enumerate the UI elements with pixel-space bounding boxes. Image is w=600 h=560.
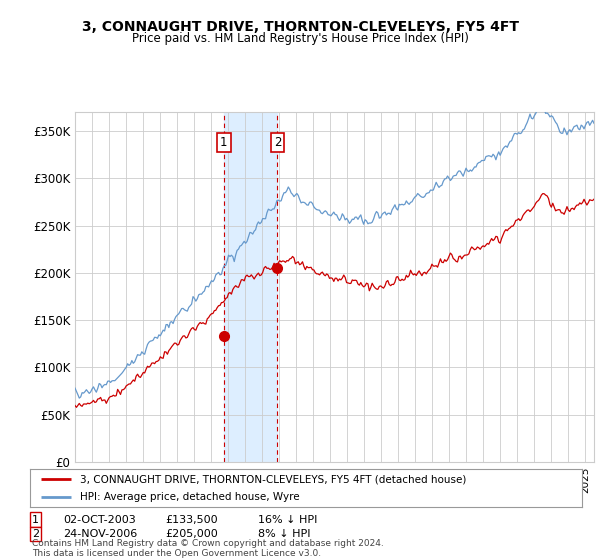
Text: £133,500: £133,500	[165, 515, 218, 525]
Text: 3, CONNAUGHT DRIVE, THORNTON-CLEVELEYS, FY5 4FT (detached house): 3, CONNAUGHT DRIVE, THORNTON-CLEVELEYS, …	[80, 474, 466, 484]
Text: HPI: Average price, detached house, Wyre: HPI: Average price, detached house, Wyre	[80, 492, 299, 502]
Text: 24-NOV-2006: 24-NOV-2006	[63, 529, 137, 539]
Text: 16% ↓ HPI: 16% ↓ HPI	[258, 515, 317, 525]
Text: 3, CONNAUGHT DRIVE, THORNTON-CLEVELEYS, FY5 4FT: 3, CONNAUGHT DRIVE, THORNTON-CLEVELEYS, …	[82, 20, 518, 34]
Text: £205,000: £205,000	[165, 529, 218, 539]
Text: Contains HM Land Registry data © Crown copyright and database right 2024.
This d: Contains HM Land Registry data © Crown c…	[32, 539, 383, 558]
Text: 1: 1	[32, 515, 39, 525]
Text: 02-OCT-2003: 02-OCT-2003	[63, 515, 136, 525]
Bar	[224, 112, 277, 462]
Text: 2: 2	[32, 529, 39, 539]
Text: 2: 2	[274, 136, 281, 149]
Text: 1: 1	[220, 136, 227, 149]
Text: 8% ↓ HPI: 8% ↓ HPI	[258, 529, 311, 539]
Text: Price paid vs. HM Land Registry's House Price Index (HPI): Price paid vs. HM Land Registry's House …	[131, 32, 469, 45]
